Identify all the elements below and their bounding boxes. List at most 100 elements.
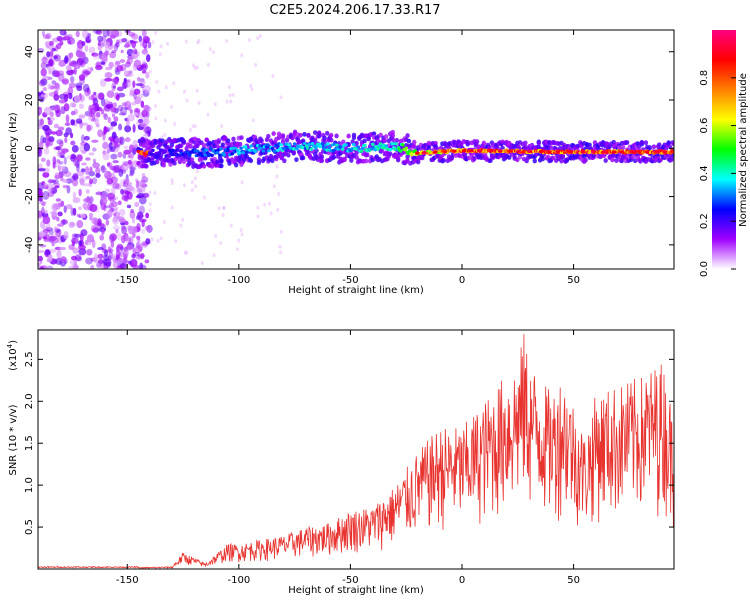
noise-blob	[70, 119, 76, 126]
noise-blob	[52, 156, 57, 165]
spectrogram-panel: -150 -100 -50 0 50 -40 -20 0 20 40 Height of str…	[8, 29, 675, 296]
noise-blob	[53, 93, 60, 101]
noise-blob	[106, 209, 113, 218]
noise-blob	[58, 202, 62, 208]
ridge-core	[215, 151, 220, 155]
noise-blob	[103, 125, 108, 135]
ridge-core	[314, 146, 318, 150]
noise-blob	[128, 70, 133, 75]
ridge-core	[175, 148, 180, 152]
ridge-halo	[405, 133, 410, 138]
noise-blob	[54, 45, 59, 52]
noise-blob	[116, 64, 124, 72]
noise-blob	[62, 179, 69, 184]
noise-blob	[48, 59, 54, 67]
noise-blob	[68, 265, 77, 269]
noise-blob	[60, 106, 66, 115]
noise-blob	[110, 172, 116, 180]
noise-blob	[72, 174, 76, 181]
noise-blob	[57, 126, 65, 131]
ridge-halo	[587, 142, 592, 148]
noise-blob	[153, 191, 157, 196]
noise-blob	[267, 201, 271, 206]
noise-blob	[63, 231, 69, 240]
noise-blob	[106, 177, 114, 185]
ridge-halo	[294, 157, 299, 163]
ridge-core	[287, 143, 291, 147]
ridge-halo	[319, 158, 325, 164]
noise-blob	[129, 236, 134, 245]
spectrogram-x-ticks: -150 -100 -50 0 50	[116, 30, 580, 286]
noise-blob	[90, 264, 95, 269]
noise-blob	[63, 156, 67, 165]
noise-blob	[124, 235, 132, 244]
noise-blob	[141, 193, 149, 198]
ridge-hotspot	[601, 150, 607, 154]
noise-blob	[78, 94, 85, 103]
noise-blob	[39, 197, 44, 202]
ridge-halo	[671, 141, 674, 147]
noise-blob	[202, 195, 206, 200]
noise-blob	[75, 237, 79, 245]
noise-blob	[53, 123, 60, 129]
ridge-halo	[181, 159, 187, 164]
noise-blob	[38, 124, 43, 130]
ridge-core	[272, 149, 277, 153]
noise-blob	[110, 146, 117, 150]
noise-blob	[258, 34, 262, 39]
noise-blob	[53, 182, 60, 187]
ridge-halo	[312, 130, 318, 136]
noise-blob	[125, 136, 131, 143]
ridge-halo	[560, 153, 566, 159]
noise-blob	[112, 253, 117, 260]
noise-blob	[225, 99, 229, 104]
noise-blob	[40, 265, 45, 269]
ridge-hotspot	[619, 150, 625, 154]
noise-blob	[116, 232, 122, 241]
noise-blob	[103, 258, 112, 267]
noise-blob	[193, 176, 197, 181]
noise-blob	[78, 188, 82, 197]
noise-blob	[88, 170, 96, 177]
noise-blob	[109, 233, 118, 241]
noise-blob	[48, 68, 52, 75]
noise-blob	[83, 56, 89, 65]
ridge-halo	[603, 158, 608, 163]
noise-blob	[124, 259, 129, 264]
ridge-halo	[189, 157, 195, 163]
noise-blob	[101, 249, 109, 254]
noise-blob	[231, 92, 235, 97]
noise-blob	[43, 226, 50, 230]
noise-blob	[191, 124, 195, 129]
ridge-halo	[259, 138, 264, 144]
noise-blob	[48, 187, 52, 197]
noise-blob	[193, 124, 197, 129]
colorbar-gradient	[712, 30, 736, 269]
noise-blob	[116, 39, 120, 45]
ridge-hotspot	[632, 150, 638, 154]
noise-blob	[256, 36, 260, 41]
noise-blob	[54, 83, 60, 89]
noise-blob	[141, 109, 148, 118]
noise-blob	[80, 134, 85, 143]
ridge-halo	[342, 156, 347, 162]
noise-blob	[163, 132, 167, 137]
noise-blob	[122, 248, 129, 258]
noise-blob	[138, 118, 144, 124]
noise-blob	[148, 202, 152, 207]
noise-blob	[111, 82, 117, 92]
ridge-halo	[237, 141, 243, 147]
noise-blob	[142, 30, 147, 38]
noise-blob	[94, 117, 100, 126]
ridge-halo	[390, 133, 396, 139]
ridge-halo	[144, 163, 149, 169]
noise-blob	[42, 190, 50, 200]
noise-blob	[38, 182, 44, 191]
ridge-core	[292, 142, 297, 146]
noise-blob	[89, 178, 93, 185]
noise-blob	[63, 31, 68, 37]
noise-blob	[121, 102, 128, 107]
noise-blob	[166, 41, 170, 46]
noise-blob	[220, 124, 224, 129]
noise-blob	[119, 59, 126, 63]
